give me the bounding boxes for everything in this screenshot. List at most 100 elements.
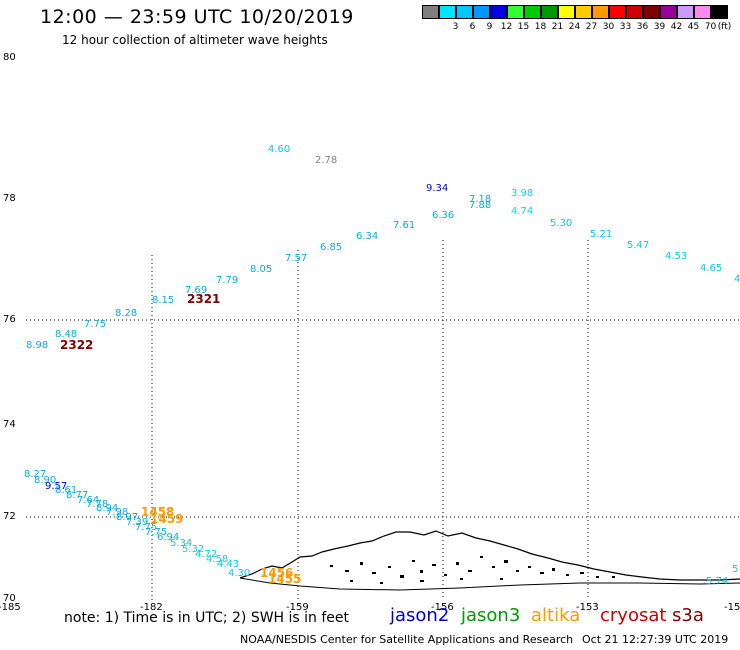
lat-lon-grid <box>26 240 740 600</box>
coastal-islands <box>330 556 615 584</box>
color-swatch <box>660 5 677 19</box>
color-scale-value: 42 <box>670 22 683 32</box>
color-scale-value: 18 <box>534 22 547 32</box>
lat-label: 74 <box>3 419 16 430</box>
swh-label: 6.85 <box>320 242 342 253</box>
lon-label: -159 <box>286 602 309 613</box>
swh-label: 8.90 <box>34 475 56 486</box>
color-swatch <box>609 5 626 19</box>
color-scale-value: 12 <box>500 22 513 32</box>
lat-label: 80 <box>3 52 16 63</box>
swh-label: 4.60 <box>268 144 290 155</box>
swh-label: 4.74 <box>511 206 533 217</box>
swh-label: 3.98 <box>511 188 533 199</box>
note-text: note: 1) Time is in UTC; 2) SWH is in fe… <box>64 610 350 626</box>
lat-label: 76 <box>3 314 16 325</box>
swh-label: 9.57 <box>45 481 67 492</box>
satellite-legend-altika: altika <box>531 605 581 626</box>
color-swatch <box>507 5 524 19</box>
swh-label: 4.43 <box>217 559 239 570</box>
color-swatch <box>422 5 439 19</box>
swh-label: 7.64 <box>77 495 99 506</box>
swh-label: 5.30 <box>550 218 572 229</box>
satellite-legend-s3a: s3a <box>672 605 704 626</box>
swh-label: 8.48 <box>55 329 77 340</box>
swh-label: 8.61 <box>55 485 77 496</box>
swh-label: 7.78 <box>86 499 108 510</box>
swh-label: 5.21 <box>590 229 612 240</box>
swh-label: 7.75 <box>84 319 106 330</box>
lon-label: -153 <box>576 602 599 613</box>
swh-label: 7.75 <box>145 527 167 538</box>
pass-time-label: 2322 <box>60 338 93 352</box>
swh-label: 7.39 <box>126 517 148 528</box>
color-swatch <box>575 5 592 19</box>
color-swatch <box>643 5 660 19</box>
color-swatch <box>677 5 694 19</box>
swh-label: 7.79 <box>216 275 238 286</box>
color-swatch <box>558 5 575 19</box>
color-swatch <box>524 5 541 19</box>
swh-label: 7.69 <box>185 285 207 296</box>
color-scale-value: 15 <box>517 22 530 32</box>
color-swatch <box>711 5 728 19</box>
coastline <box>239 530 740 581</box>
swh-label: 7.61 <box>393 220 415 231</box>
swh-label: 4.30 <box>228 568 250 579</box>
color-scale-value: 27 <box>585 22 598 32</box>
coastline-south <box>239 577 740 591</box>
satellite-legend-jason3: jason3 <box>461 605 521 626</box>
swh-label: 8.98 <box>26 340 48 351</box>
swh-label: 8.94 <box>96 503 118 514</box>
lon-label: -156 <box>431 602 454 613</box>
color-swatch <box>592 5 609 19</box>
swh-label: 8.05 <box>250 264 272 275</box>
color-scale-unit: (ft) <box>717 22 732 32</box>
swh-label: 6.36 <box>432 210 454 221</box>
color-swatch <box>473 5 490 19</box>
color-swatch <box>541 5 558 19</box>
color-scale-value: 36 <box>636 22 649 32</box>
swh-label: 5.47 <box>627 240 649 251</box>
swh-label: 7.98 <box>106 507 128 518</box>
lat-label: 78 <box>3 193 16 204</box>
swh-label: 7.75 <box>135 522 157 533</box>
pass-time-label: 1459 <box>150 512 183 526</box>
swh-label: 4.72 <box>195 549 217 560</box>
swh-label: 7.57 <box>285 253 307 264</box>
color-scale-value: 3 <box>452 22 459 32</box>
swh-label: 4.65 <box>700 263 722 274</box>
swh-label: 8.77 <box>66 490 88 501</box>
pass-time-label: 1455 <box>268 572 301 586</box>
color-scale-value: 9 <box>486 22 493 32</box>
swh-label: 9.34 <box>426 183 448 194</box>
color-swatch <box>439 5 456 19</box>
credit-text: NOAA/NESDIS Center for Satellite Applica… <box>240 633 574 646</box>
color-swatch <box>626 5 643 19</box>
swh-label: 5 <box>732 564 738 575</box>
timestamp: Oct 21 12:27:39 UTC 2019 <box>582 633 729 646</box>
lon-label: -150 <box>724 602 740 613</box>
color-scale-value: 70 <box>704 22 717 32</box>
swh-label: 5.34 <box>170 538 192 549</box>
swh-label: 7.88 <box>469 200 491 211</box>
swh-label: 2.78 <box>315 155 337 166</box>
color-scale-value: 39 <box>653 22 666 32</box>
swh-label: 6.94 <box>157 532 179 543</box>
swh-label: 4.53 <box>665 251 687 262</box>
pass-time-label: 1458 <box>141 505 174 519</box>
lon-label: -185 <box>0 602 21 613</box>
color-swatch <box>456 5 473 19</box>
swh-label: 4 <box>734 274 740 285</box>
swh-label: 4.58 <box>206 554 228 565</box>
color-swatch <box>490 5 507 19</box>
swh-label: 5.32 <box>182 544 204 555</box>
satellite-legend-jason2: jason2 <box>390 605 450 626</box>
color-scale-value: 6 <box>469 22 476 32</box>
color-scale-value: 30 <box>602 22 615 32</box>
lon-label: -182 <box>140 602 163 613</box>
swh-label: 6.34 <box>356 231 378 242</box>
swh-label: 8.27 <box>24 469 46 480</box>
lat-label: 72 <box>3 511 16 522</box>
